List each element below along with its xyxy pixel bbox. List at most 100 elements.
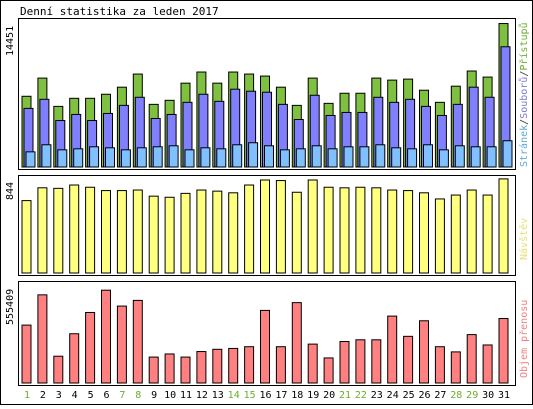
- day-label: 11: [180, 390, 192, 401]
- visits-bar: [85, 186, 96, 274]
- visits-bar: [37, 187, 48, 274]
- visits-bar: [212, 190, 223, 274]
- pages-bar: [438, 149, 449, 168]
- middle-panel-max-label: 844: [5, 182, 16, 200]
- top-panel-legend: Stránek/Souborů/Přístupů: [518, 22, 530, 167]
- kbytes-bar: [228, 347, 239, 384]
- visits-bar: [387, 189, 398, 274]
- day-label: 24: [387, 390, 399, 401]
- legend-hits: Přístupů: [518, 22, 530, 70]
- legend-sep-1: /: [519, 119, 530, 125]
- pages-bar: [375, 144, 386, 168]
- kbytes-bar: [101, 289, 111, 384]
- visits-bar: [244, 184, 255, 274]
- pages-bar: [486, 146, 497, 168]
- day-label: 18: [291, 390, 303, 401]
- day-label: 5: [88, 390, 94, 401]
- kbytes-bar: [434, 346, 445, 384]
- kbytes-bar: [212, 348, 223, 384]
- pages-bar: [311, 145, 322, 168]
- visits-bar: [323, 186, 334, 274]
- legend-sep-2: /: [519, 71, 530, 77]
- pages-bar: [343, 146, 354, 168]
- visits-bar: [53, 187, 64, 274]
- kbytes-bar: [132, 299, 143, 384]
- kbytes-bar: [244, 346, 255, 384]
- middle-panel-bars: [21, 178, 509, 274]
- day-label: 13: [212, 390, 224, 401]
- visits-bar: [434, 198, 445, 274]
- kbytes-bar: [164, 353, 175, 384]
- kbytes-bar: [180, 356, 191, 384]
- day-label: 7: [119, 390, 125, 401]
- pages-bar: [216, 148, 227, 168]
- day-labels: 1 2 3 4 5 6 7 8 9 10 11 12 13 14 15 16 17 18 19 20 21 22 23 24 2…: [24, 390, 510, 401]
- bottom-panel-bars: [21, 289, 509, 384]
- day-label: 21: [339, 390, 351, 401]
- visits-bar: [371, 187, 382, 274]
- day-label: 22: [355, 390, 367, 401]
- visits-bar: [450, 194, 461, 274]
- pages-bar: [136, 147, 147, 168]
- visits-bar: [21, 200, 32, 274]
- visits-bar: [148, 195, 159, 274]
- day-label: 17: [275, 390, 287, 401]
- kbytes-bar: [339, 341, 350, 384]
- day-label: 19: [307, 390, 319, 401]
- legend-kbytes: Objem přenosu: [518, 300, 530, 378]
- visits-bar: [164, 196, 175, 274]
- kbytes-bar: [275, 346, 286, 384]
- kbytes-bar: [355, 339, 366, 384]
- day-label: 3: [56, 390, 62, 401]
- chart-title: Denní statistika za leden 2017: [20, 5, 219, 18]
- middle-panel-legend: Návštěv: [518, 218, 530, 260]
- kbytes-bar: [260, 309, 270, 384]
- day-label: 6: [103, 390, 109, 401]
- pages-bar: [73, 148, 84, 168]
- visits-bar: [132, 189, 143, 274]
- kbytes-bar: [419, 320, 429, 384]
- pages-bar: [264, 145, 274, 168]
- day-label: 2: [40, 390, 46, 401]
- pages-bar: [407, 148, 418, 168]
- day-label: 30: [482, 390, 494, 401]
- day-label: 12: [196, 390, 208, 401]
- visits-bar: [355, 186, 366, 274]
- day-label: 10: [164, 390, 176, 401]
- pages-bar: [184, 149, 195, 168]
- visits-bar: [116, 190, 127, 274]
- pages-bar: [152, 146, 163, 168]
- visits-bar: [498, 178, 509, 274]
- bottom-panel-legend: Objem přenosu: [518, 300, 530, 378]
- kbytes-bar: [498, 318, 509, 384]
- day-label: 16: [259, 390, 271, 401]
- day-label: 4: [72, 390, 78, 401]
- day-label: 31: [498, 390, 510, 401]
- kbytes-bar: [85, 311, 96, 384]
- pages-bar: [502, 140, 513, 168]
- kbytes-bar: [323, 357, 334, 384]
- visits-bar: [101, 190, 111, 274]
- kbytes-bar: [37, 294, 48, 384]
- day-label: 15: [244, 390, 256, 401]
- pages-bar: [200, 147, 211, 168]
- visits-bar: [180, 192, 191, 274]
- day-label: 29: [466, 390, 478, 401]
- pages-bar: [25, 151, 36, 168]
- day-label: 28: [450, 390, 462, 401]
- pages-bar: [89, 146, 100, 168]
- kbytes-bar: [466, 334, 477, 384]
- pages-bar: [470, 146, 481, 168]
- kbytes-bar: [403, 335, 414, 384]
- visits-bar: [419, 192, 429, 274]
- visits-bar: [291, 191, 302, 274]
- day-label: 27: [434, 390, 446, 401]
- visits-bar: [196, 189, 207, 274]
- day-label: 23: [371, 390, 383, 401]
- kbytes-bar: [148, 356, 159, 384]
- visits-bar: [482, 194, 493, 274]
- kbytes-bar: [21, 324, 32, 384]
- pages-bar: [105, 147, 115, 168]
- legend-visits: Návštěv: [518, 218, 530, 260]
